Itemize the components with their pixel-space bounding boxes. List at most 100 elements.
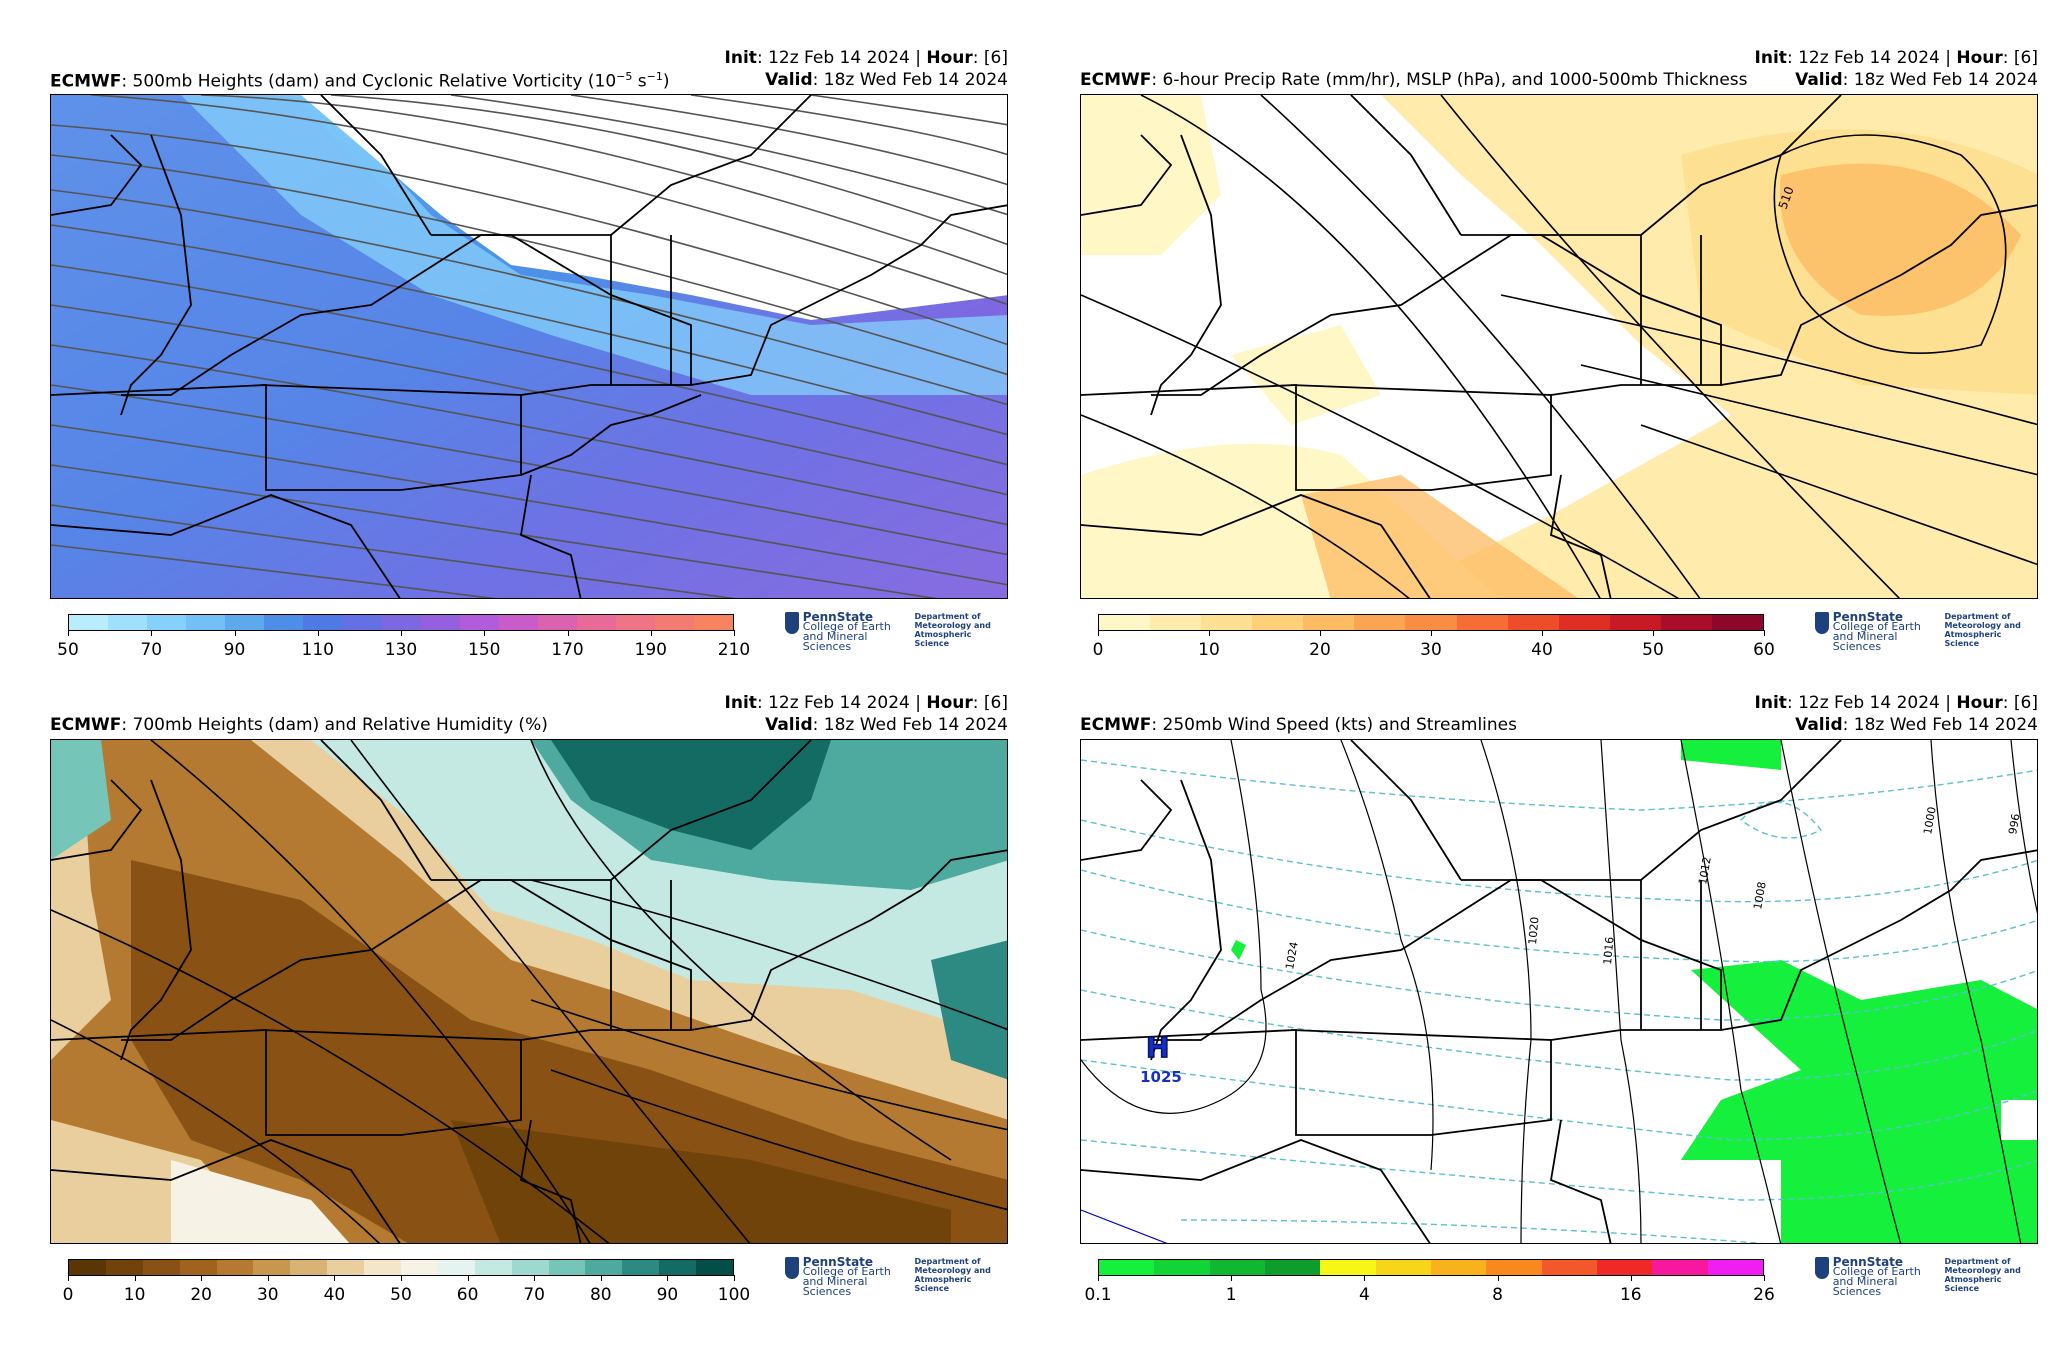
colorbar-tickmark <box>1320 630 1321 636</box>
colorbar-tick-label: 60 <box>1753 640 1775 660</box>
colorbar-swatch <box>1707 1260 1763 1275</box>
colorbar-swatch <box>498 615 538 630</box>
panel-title: ECMWF: 700mb Heights (dam) and Relative … <box>50 715 548 735</box>
init-line: Init: 12z Feb 14 2024 | Hour: [6] <box>1754 48 2038 68</box>
colorbar-tick-label: 50 <box>1642 640 1664 660</box>
colorbar-swatch <box>474 1260 512 1275</box>
colorbar-swatch <box>342 615 382 630</box>
colorbar-swatch <box>1150 615 1202 630</box>
colorbar-swatch <box>622 1260 660 1275</box>
colorbar-tickmark <box>1364 1275 1366 1281</box>
colorbar-tickmark <box>334 1275 336 1281</box>
isobar-label: 1016 <box>1601 936 1616 965</box>
colorbar-swatch <box>105 1260 143 1275</box>
colorbar-tick-label: 50 <box>390 1285 412 1305</box>
colorbar-swatch <box>537 615 577 630</box>
colorbar-swatch <box>1541 1260 1597 1275</box>
isobar-label: 1000 <box>1921 806 1939 836</box>
colorbar-tick-label: 210 <box>717 640 751 660</box>
colorbar-swatch <box>1405 615 1457 630</box>
colorbar-swatch <box>585 1260 623 1275</box>
colorbar-swatch <box>1099 615 1151 630</box>
colorbar-swatch <box>437 1260 475 1275</box>
colorbar-tickmark <box>467 1275 469 1281</box>
colorbar-swatch <box>69 615 109 630</box>
colorbar-tickmark <box>267 1275 269 1281</box>
colorbar-swatch <box>1456 615 1508 630</box>
colorbar-tickmark <box>534 1275 536 1281</box>
colorbar-tickmark <box>151 630 153 636</box>
colorbar-swatch <box>659 1260 697 1275</box>
pennstate-shield-icon <box>1815 612 1829 634</box>
colorbar-tick-label: 170 <box>551 640 584 660</box>
colorbar-tickmark <box>201 1275 203 1281</box>
colorbar-swatch <box>1486 1260 1542 1275</box>
colorbar-tick-label: 40 <box>1531 640 1553 660</box>
colorbar-tickmark <box>667 1275 669 1281</box>
colorbar-swatch <box>511 1260 549 1275</box>
colorbar-swatch <box>147 615 187 630</box>
map-700mb <box>50 739 1008 1244</box>
colorbar-swatch <box>142 1260 180 1275</box>
colorbar-swatch <box>216 1260 254 1275</box>
colorbar-tick-label: 80 <box>589 1285 612 1305</box>
colorbar-tickmark <box>1497 1275 1499 1281</box>
colorbar-tickmark <box>650 630 652 636</box>
colorbar-tick-label: 30 <box>256 1285 279 1305</box>
colorbar-tickmark <box>567 630 569 636</box>
colorbar-swatch <box>69 1260 106 1275</box>
colorbar-swatch <box>1507 615 1559 630</box>
colorbar-tick-label: 0 <box>1092 640 1104 660</box>
colorbar-swatch <box>327 1260 365 1275</box>
colorbar-tick-label: 10 <box>123 1285 146 1305</box>
colorbar-tickmark <box>1653 630 1654 636</box>
colorbar-swatch <box>1264 1260 1321 1275</box>
colorbar-swatch <box>654 615 694 630</box>
colorbar-tick-label: 50 <box>57 640 79 660</box>
colorbar-swatch <box>1375 1260 1431 1275</box>
colorbar-tick-label: 20 <box>190 1285 213 1305</box>
valid-line: Valid: 18z Wed Feb 14 2024 <box>765 715 1008 735</box>
pennstate-logo: PennState College of Earth and Mineral Sci… <box>785 1256 995 1297</box>
colorbar-tickmark <box>134 1275 136 1281</box>
colorbar-tickmark <box>600 1275 602 1281</box>
colorbar-swatch <box>1154 1260 1210 1275</box>
colorbar-tickmark <box>1098 630 1099 636</box>
isobar-label: 1012 <box>1696 856 1714 886</box>
colorbar-swatch <box>1652 1260 1708 1275</box>
colorbar-tick-label: 0 <box>62 1285 74 1305</box>
colorbar-swatch <box>381 615 421 630</box>
colorbar-swatch <box>264 615 304 630</box>
pennstate-shield-icon <box>785 612 799 634</box>
colorbar-swatch <box>225 615 265 630</box>
panel-title: ECMWF: 250mb Wind Speed (kts) and Stream… <box>1080 715 1517 735</box>
panel-precip-mslp: Init: 12z Feb 14 2024 | Hour: [6] ECMWF:… <box>1080 48 2070 688</box>
colorbar-tickmark <box>234 630 236 636</box>
colorbar-tick-label: 26 <box>1753 1285 1775 1305</box>
colorbar-tickmark <box>68 1275 69 1281</box>
colorbar-tick-label: 10 <box>1198 640 1220 660</box>
colorbar-swatch <box>459 615 499 630</box>
isobar-label: 1020 <box>1526 916 1541 945</box>
colorbar-tickmark <box>317 630 319 636</box>
colorbar-tickmark <box>68 630 69 636</box>
colorbar-tick-label: 70 <box>140 640 163 660</box>
map-500mb <box>50 94 1008 599</box>
colorbar-tickmark <box>734 1275 735 1281</box>
colorbar-tick-label: 20 <box>1309 640 1331 660</box>
colorbar-swatch <box>1660 615 1712 630</box>
pennstate-logo: PennState College of Earth and Mineral Sci… <box>1815 1256 2025 1297</box>
colorbar-tick-label: 16 <box>1619 1285 1642 1305</box>
colorbar-tickmark <box>401 630 402 636</box>
colorbar <box>1098 1259 1764 1276</box>
panel-500mb-vorticity: Init: 12z Feb 14 2024 | Hour: [6] ECMWF:… <box>50 48 1050 688</box>
high-pressure-marker: H <box>1146 1031 1169 1064</box>
colorbar-swatch <box>1303 615 1355 630</box>
colorbar-tickmark <box>401 1275 402 1281</box>
colorbar-ticks: 0 10 20 30 40 50 60 <box>1093 630 1775 660</box>
colorbar-swatch <box>1099 1260 1155 1275</box>
colorbar-tick-label: 1 <box>1225 1285 1237 1305</box>
pennstate-logo: PennState College of Earth and Mineral Sci… <box>1815 611 2025 652</box>
colorbar-swatch <box>576 615 616 630</box>
colorbar <box>68 614 734 631</box>
